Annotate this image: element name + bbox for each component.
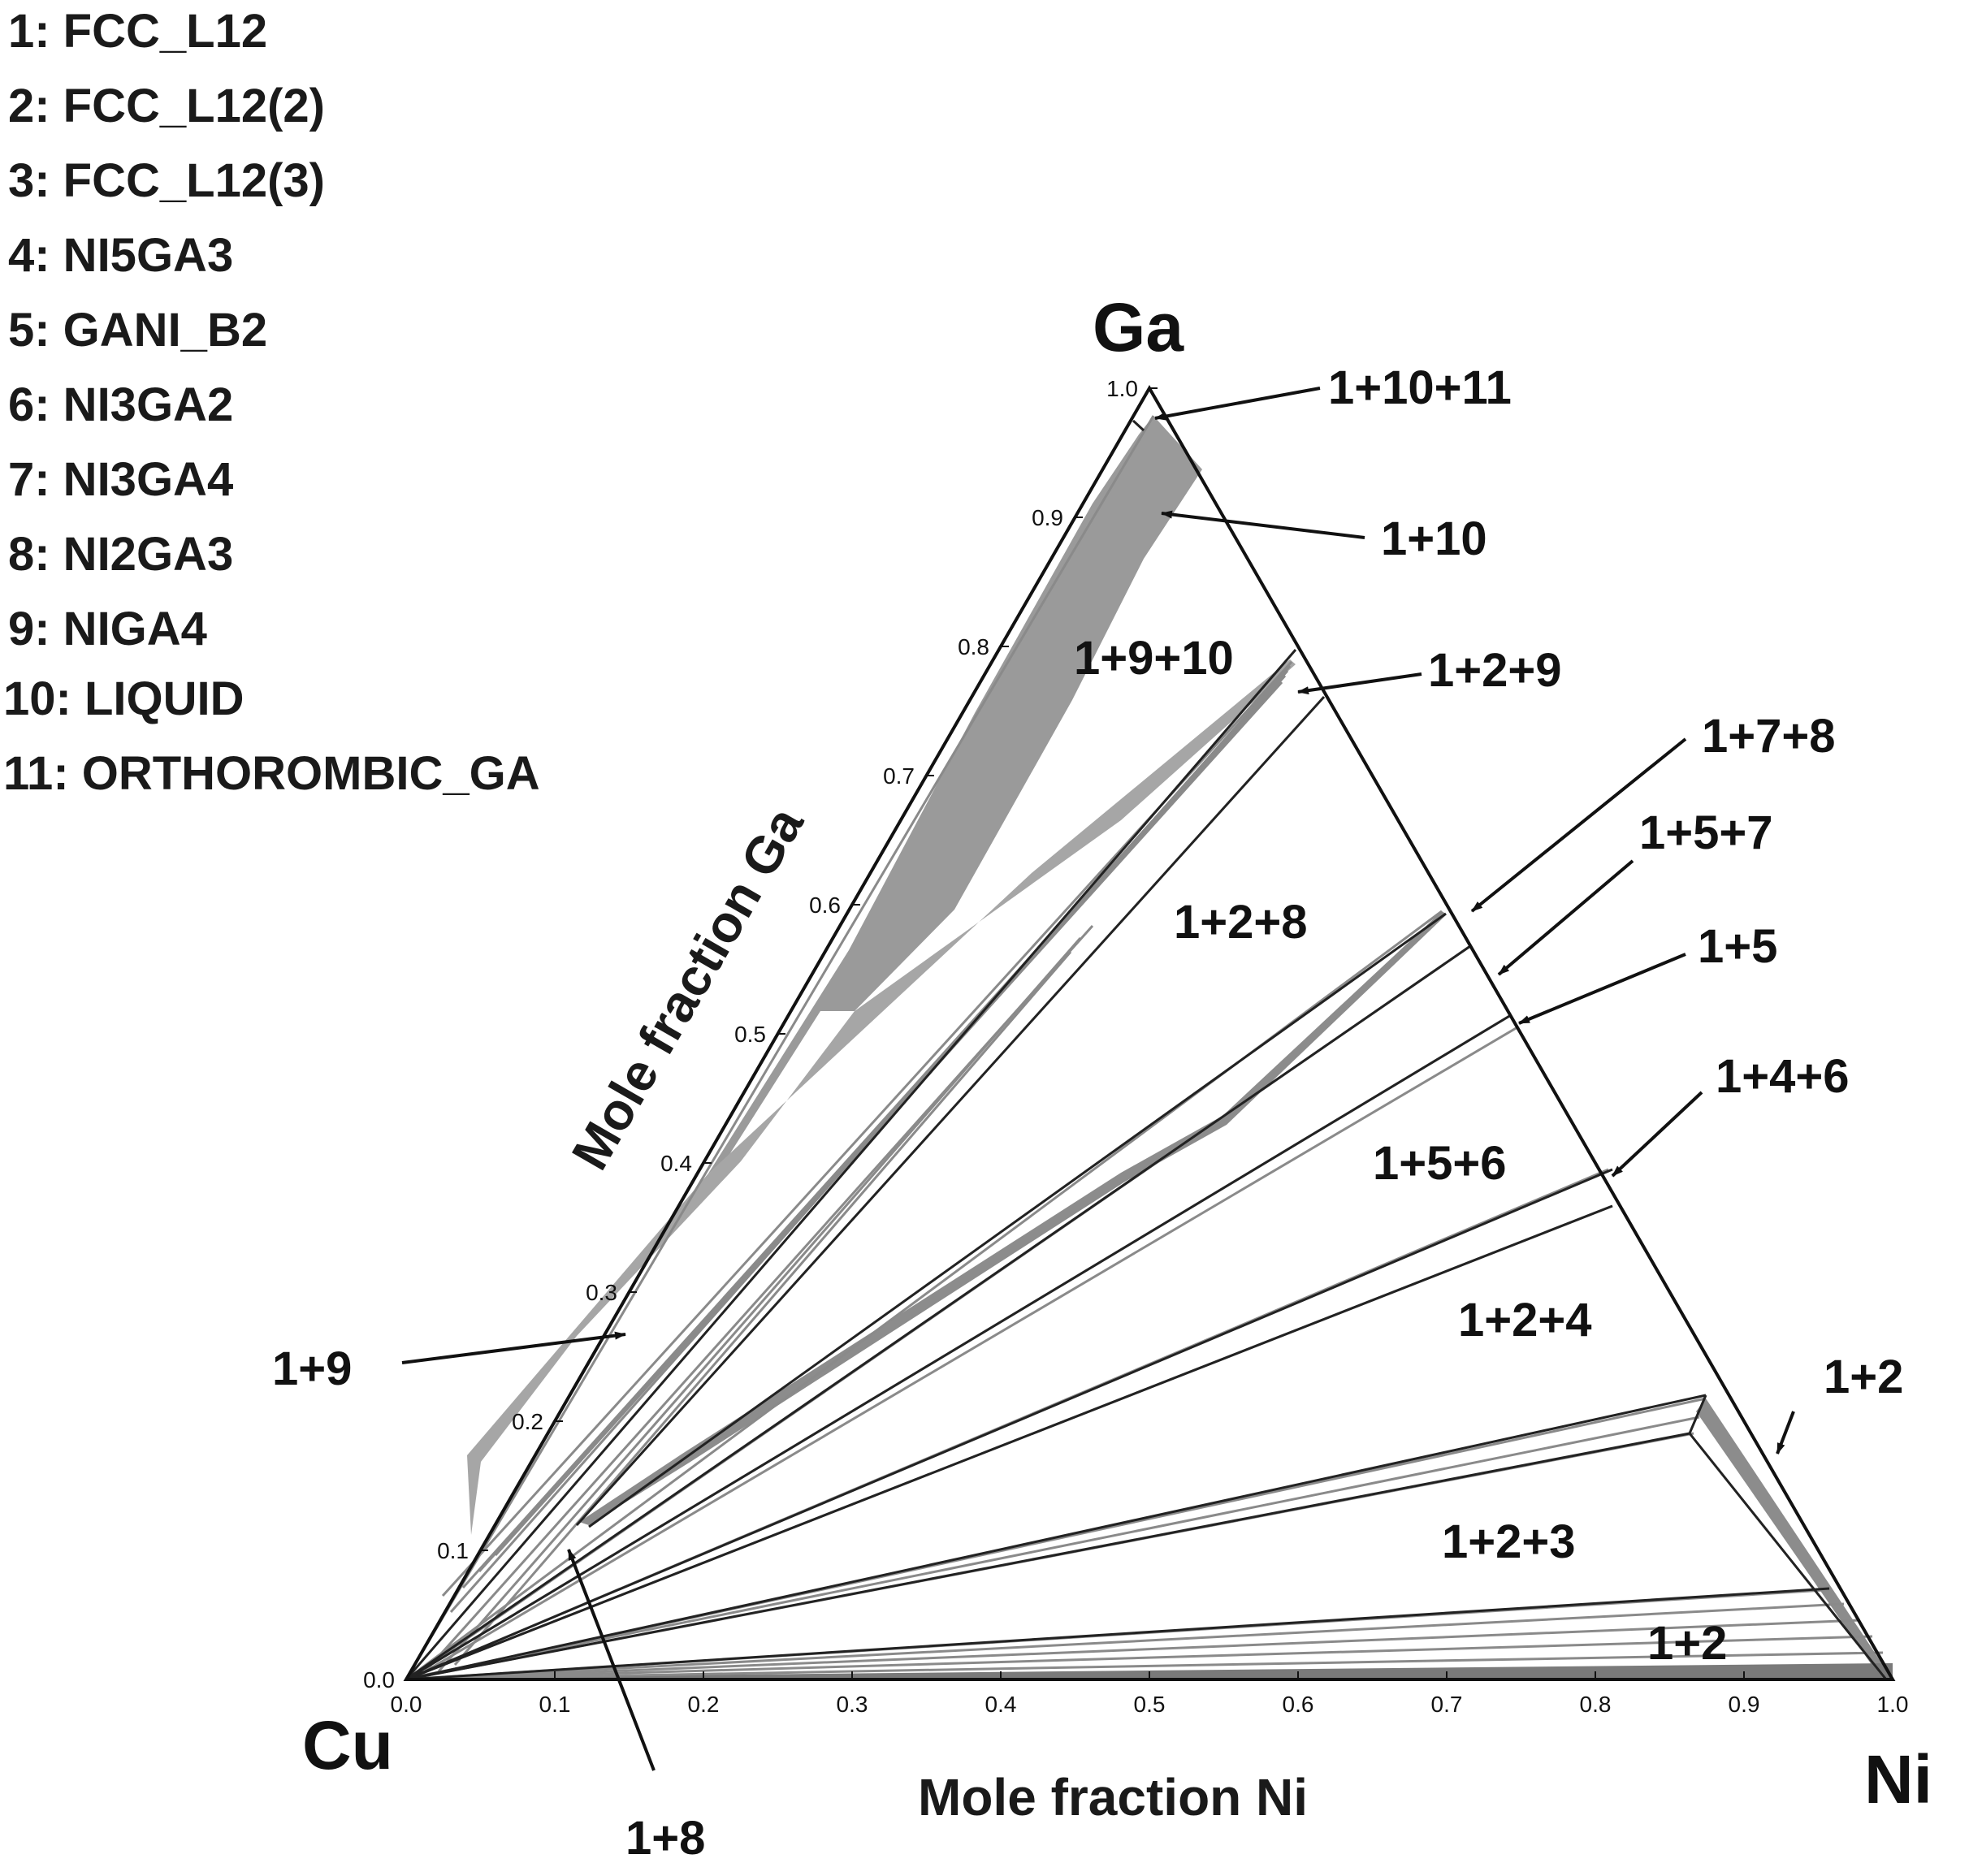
boundary-line xyxy=(1132,419,1145,432)
boundary-line xyxy=(588,912,1447,1528)
tie-line xyxy=(461,669,1289,1589)
boundary-line xyxy=(1688,1433,1888,1680)
left-axis-title: Mole fraction Ga xyxy=(560,797,815,1179)
callout-arrow xyxy=(1161,510,1365,539)
legend-entry: 5: GANI_B2 xyxy=(8,304,267,357)
left-tick-label: 0.6 xyxy=(809,893,841,918)
tie-line xyxy=(453,951,1072,1666)
legend-entry: 6: NI3GA2 xyxy=(8,378,233,431)
corner-label-ga: Ga xyxy=(1093,289,1184,365)
bottom-axis-tick-marks xyxy=(554,1671,1745,1679)
left-tick-label: 0.3 xyxy=(586,1280,617,1305)
callout-label: 1+4+6 xyxy=(1716,1050,1850,1103)
legend-entry: 1: FCC_L12 xyxy=(8,5,267,58)
left-tick-label: 0.4 xyxy=(660,1151,692,1176)
left-axis: 0.0 0.1 0.2 0.3 0.4 0.5 0.6 0.7 0.8 0.9 … xyxy=(363,376,1158,1692)
boundary-line xyxy=(575,695,1326,1527)
boundary-line xyxy=(405,944,1471,1681)
left-tick-label: 0.1 xyxy=(437,1538,469,1563)
legend-entry: 7: NI3GA4 xyxy=(8,453,233,506)
bottom-tick-label: 0.6 xyxy=(1283,1692,1314,1717)
callout-arrow xyxy=(1497,859,1634,976)
boundary-line xyxy=(405,1204,1613,1681)
callout-label: 1+8 xyxy=(625,1812,705,1865)
legend-entry: 9: NIGA4 xyxy=(8,603,207,655)
tie-line xyxy=(405,1635,1873,1681)
bottom-tick-label: 0.5 xyxy=(1134,1692,1166,1717)
left-tick-label: 0.5 xyxy=(734,1022,766,1047)
region-1-2-ni-shade xyxy=(1696,1398,1893,1681)
legend-entry: 10: LIQUID xyxy=(3,672,245,725)
tie-line xyxy=(494,681,1283,1557)
callout-label: 1+2+9 xyxy=(1428,644,1562,697)
boundary-line xyxy=(405,1432,1690,1681)
callout-label: 1+10+11 xyxy=(1328,361,1512,414)
left-tick-label: 0.0 xyxy=(363,1667,395,1692)
callout-arrow xyxy=(567,1549,656,1771)
bottom-tick-label: 0.7 xyxy=(1431,1692,1463,1717)
left-tick-label: 1.0 xyxy=(1106,376,1138,401)
region-label: 1+2+8 xyxy=(1174,896,1308,949)
legend-entry: 8: NI2GA3 xyxy=(8,528,233,581)
region-label: 1+2+4 xyxy=(1458,1294,1592,1346)
legend-entry: 4: NI5GA3 xyxy=(8,229,233,282)
phase-boundaries xyxy=(405,419,1888,1681)
bottom-tick-label: 0.8 xyxy=(1580,1692,1612,1717)
tie-line xyxy=(405,1619,1861,1681)
callout-arrow xyxy=(1470,737,1687,913)
bottom-tick-label: 0.1 xyxy=(539,1692,571,1717)
region-label: 1+2+3 xyxy=(1442,1515,1576,1568)
callout-label: 1+5+7 xyxy=(1639,806,1773,859)
callout-arrow xyxy=(1776,1411,1795,1455)
legend: 1: FCC_L12 2: FCC_L12(2) 3: FCC_L12(3) 4… xyxy=(3,5,540,800)
corner-label-ni: Ni xyxy=(1864,1741,1932,1818)
callout-arrow xyxy=(1154,387,1321,421)
tie-line xyxy=(413,1026,1518,1679)
bottom-tick-label: 0.0 xyxy=(391,1692,422,1717)
bottom-tick-label: 0.9 xyxy=(1729,1692,1760,1717)
boundary-line xyxy=(405,1587,1830,1681)
callout-arrow xyxy=(1518,953,1686,1025)
bottom-tick-label: 0.2 xyxy=(688,1692,720,1717)
bottom-axis-title: Mole fraction Ni xyxy=(918,1768,1308,1826)
boundary-line xyxy=(405,649,1297,1680)
tie-line xyxy=(405,1602,1845,1681)
boundary-line xyxy=(1688,1394,1707,1434)
corner-label-cu: Cu xyxy=(302,1707,393,1783)
bottom-tick-label: 0.3 xyxy=(837,1692,868,1717)
left-tick-label: 0.2 xyxy=(512,1409,543,1434)
boundary-line xyxy=(405,1014,1512,1681)
boundary-line xyxy=(405,1394,1707,1681)
tie-line xyxy=(405,1651,1884,1681)
callout-arrows xyxy=(401,387,1795,1771)
callout-label: 1+10 xyxy=(1381,512,1487,565)
tie-line xyxy=(405,415,1155,1680)
region-label: 1+2 xyxy=(1647,1617,1727,1670)
legend-entry: 2: FCC_L12(2) xyxy=(8,80,325,132)
bottom-tick-label: 1.0 xyxy=(1877,1692,1909,1717)
bottom-tick-label: 0.4 xyxy=(985,1692,1017,1717)
region-label: 1+5+6 xyxy=(1373,1137,1507,1190)
left-tick-label: 0.9 xyxy=(1032,505,1063,530)
callout-label: 1+7+8 xyxy=(1702,710,1836,763)
left-tick-label: 0.7 xyxy=(883,763,915,789)
region-label: 1+9+10 xyxy=(1074,632,1234,685)
tie-line xyxy=(409,1416,1700,1679)
tie-line xyxy=(478,674,1287,1573)
left-axis-tick-marks xyxy=(406,387,1158,1680)
callout-arrow xyxy=(401,1331,626,1364)
callout-arrow xyxy=(1611,1091,1703,1178)
callout-label: 1+5 xyxy=(1698,920,1777,973)
callout-label: 1+2 xyxy=(1824,1351,1903,1403)
tie-line xyxy=(437,937,1082,1672)
region-1-10-shade xyxy=(708,416,1202,1178)
legend-entry: 11: ORTHOROMBIC_GA xyxy=(3,747,540,800)
legend-entry: 3: FCC_L12(3) xyxy=(8,154,325,207)
bottom-axis: 0.0 0.1 0.2 0.3 0.4 0.5 0.6 0.7 0.8 0.9 … xyxy=(391,1671,1909,1717)
left-tick-label: 0.8 xyxy=(958,634,989,659)
callout-label: 1+9 xyxy=(272,1342,352,1395)
boundary-line xyxy=(405,1168,1613,1681)
callout-arrow xyxy=(1297,672,1422,695)
